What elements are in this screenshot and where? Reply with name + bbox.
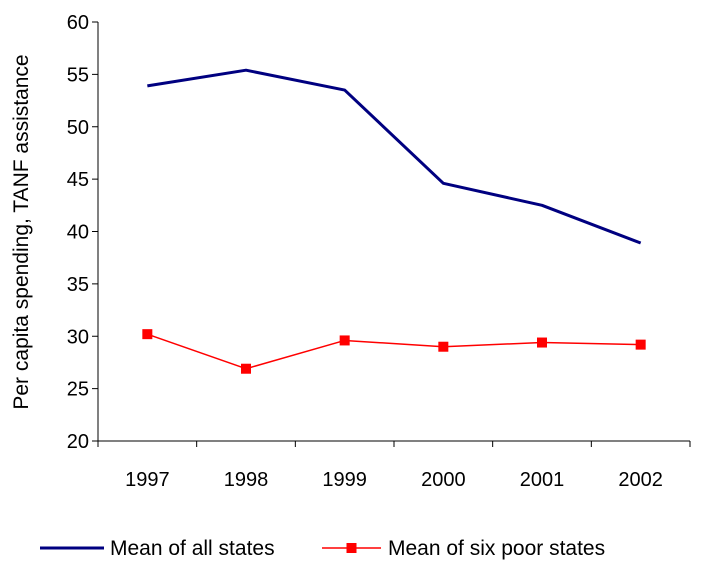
- x-tick-label: 1997: [125, 469, 170, 491]
- series-1: [147, 68, 642, 245]
- x-tick-label: 2002: [618, 469, 663, 491]
- series-layer: [142, 68, 646, 374]
- y-tick-label: 20: [67, 431, 89, 453]
- data-point-marker: [339, 335, 350, 346]
- y-tick-label: 55: [67, 64, 89, 86]
- data-point-marker: [142, 329, 153, 340]
- y-tick-label: 30: [67, 326, 89, 348]
- y-tick-label: 45: [67, 169, 89, 191]
- data-point-marker: [537, 337, 547, 348]
- y-tick-label: 60: [67, 12, 89, 34]
- series-line: [147, 333, 641, 370]
- series-2: [142, 329, 646, 374]
- data-point-marker: [241, 363, 251, 374]
- series-line: [147, 68, 642, 245]
- y-tick-label: 50: [67, 117, 89, 139]
- y-tick-label: 35: [67, 274, 89, 296]
- legend: Mean of all states Mean of six poor state…: [40, 537, 605, 560]
- y-axis: 20 25 30 35 40 45 50 55 60: [67, 12, 99, 453]
- y-tick-label: 25: [67, 379, 89, 401]
- legend-item: Mean of all states: [40, 537, 275, 560]
- x-axis: 1997 1998 1999 2000 2001 2002: [97, 440, 691, 491]
- x-tick-label: 1998: [224, 469, 269, 491]
- x-tick-label: 1999: [322, 469, 367, 491]
- y-axis-title: Per capita spending, TANF assistance: [10, 54, 33, 409]
- data-point-marker: [438, 341, 449, 352]
- x-tick-label: 2000: [421, 469, 466, 491]
- legend-label: Mean of all states: [110, 537, 275, 560]
- legend-swatch-marker: [346, 543, 357, 553]
- legend-label: Mean of six poor states: [388, 537, 605, 560]
- data-point-marker: [635, 339, 646, 350]
- x-tick-label: 2001: [520, 469, 565, 491]
- y-tick-label: 40: [67, 222, 89, 244]
- legend-item: Mean of six poor states: [322, 537, 605, 560]
